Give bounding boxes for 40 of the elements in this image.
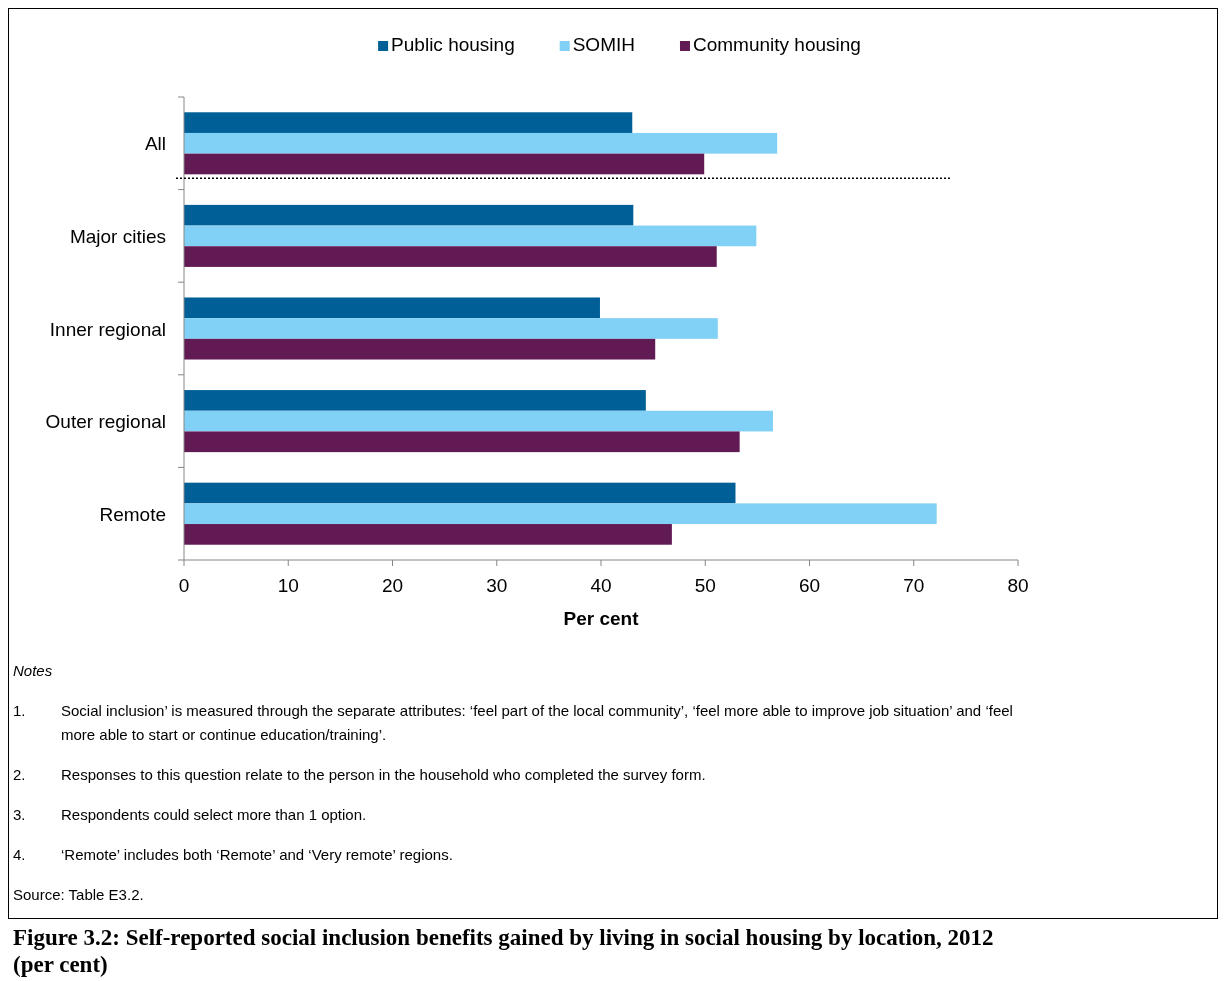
x-tick-label: 30 — [486, 575, 508, 596]
x-tick-label: 0 — [178, 575, 190, 596]
x-tick-label: 50 — [694, 575, 716, 596]
bar — [184, 390, 646, 411]
x-tick-label: 40 — [590, 575, 612, 596]
x-tick-label: 60 — [798, 575, 821, 596]
bar — [184, 338, 656, 360]
legend-label: SOMIH — [572, 34, 635, 55]
bar — [184, 112, 633, 133]
y-tick-label: Major cities — [69, 225, 166, 247]
bar — [184, 410, 774, 432]
x-tick-label: 10 — [277, 575, 299, 596]
text: Notes — [13, 662, 53, 679]
legend-label: Public housing — [391, 34, 515, 55]
y-tick-label: All — [144, 133, 166, 155]
bar — [184, 524, 672, 545]
text: 4. ‘Remote’ includes both ‘Remote’ and ‘Very remote’ regions. — [13, 846, 453, 863]
bar — [184, 204, 634, 226]
bar — [184, 246, 717, 267]
bar — [184, 503, 937, 525]
bar — [184, 431, 740, 453]
x-tick-label: 70 — [903, 575, 925, 596]
text: 3. Respondents could select more than 1 option. — [13, 806, 367, 823]
source-note: Source: Table E3.2. — [13, 886, 144, 903]
bar — [184, 482, 736, 504]
x-axis-title: Per cent — [563, 608, 640, 629]
bar — [184, 153, 705, 175]
legend-label: Community housing — [692, 34, 861, 55]
bar — [184, 225, 757, 247]
x-tick-label: 80 — [1007, 575, 1029, 596]
bar — [184, 297, 600, 319]
bar — [184, 132, 778, 154]
y-tick-label: Remote — [99, 503, 166, 525]
y-tick-label: Inner regional — [49, 318, 166, 340]
x-tick-label: 20 — [381, 575, 404, 596]
text: 1. Social inclusion’ is measured through the separate attributes: ‘feel part of the local community’, ‘feel more able to improve job situation’ and ‘feel more able to start or continue education/training’. — [13, 702, 1013, 743]
bar — [184, 318, 718, 339]
text: Figure 3.2: Self-reported social inclusion benefits gained by living in social housing by location, 2012 (per cent) — [13, 925, 994, 977]
text: 2. Responses to this question relate to the person in the household who completed the survey form. — [13, 766, 706, 783]
y-tick-label: Outer regional — [45, 411, 166, 433]
